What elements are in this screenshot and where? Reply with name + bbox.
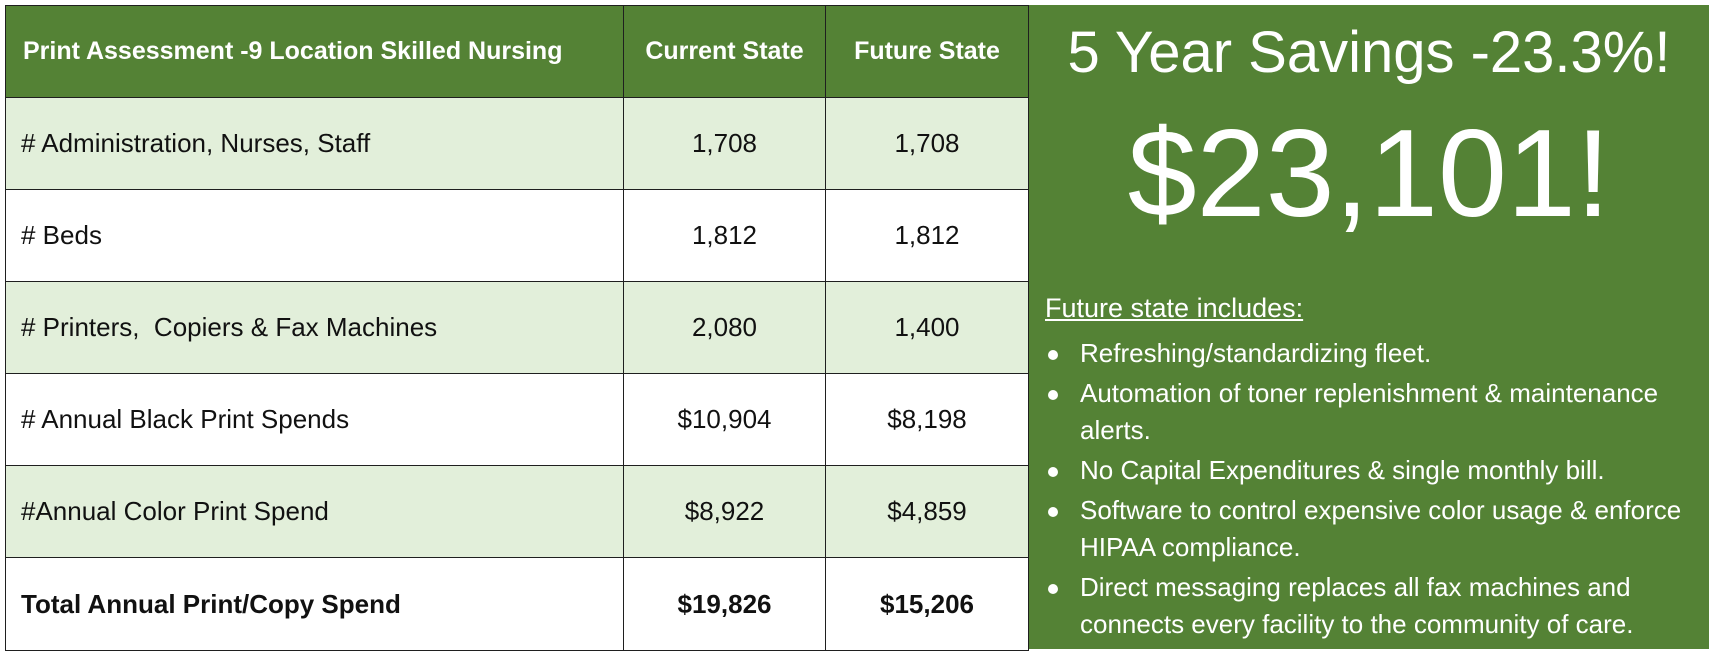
- includes-list: Refreshing/standardizing fleet. Automati…: [1045, 335, 1705, 646]
- header-current-state: Current State: [623, 5, 826, 98]
- list-item-text: Automation of toner replenishment & main…: [1080, 378, 1659, 445]
- future-value: 1,812: [825, 189, 1029, 282]
- table-row: # Beds 1,812 1,812: [5, 189, 1029, 282]
- table-row: # Printers, Copiers & Fax Machines 2,080…: [5, 281, 1029, 374]
- savings-title: 5 Year Savings -23.3%!: [1067, 20, 1671, 85]
- savings-amount: $23,101!: [1127, 105, 1611, 243]
- list-item: Automation of toner replenishment & main…: [1045, 375, 1705, 449]
- future-value: 1,400: [825, 281, 1029, 374]
- list-item: Direct messaging replaces all fax machin…: [1045, 569, 1705, 643]
- bullet-icon: [1048, 467, 1058, 477]
- row-label: # Administration, Nurses, Staff: [5, 97, 624, 190]
- table-row: #Annual Color Print Spend $8,922 $4,859: [5, 465, 1029, 558]
- current-value: $8,922: [623, 465, 826, 558]
- total-future-value: $15,206: [825, 557, 1029, 651]
- total-label: Total Annual Print/Copy Spend: [5, 557, 624, 651]
- table-header-row: Print Assessment -9 Location Skilled Nur…: [5, 5, 1029, 98]
- current-value: $10,904: [623, 373, 826, 466]
- list-item-text: Software to control expensive color usag…: [1080, 495, 1682, 562]
- current-value: 1,812: [623, 189, 826, 282]
- bullet-icon: [1048, 584, 1058, 594]
- bullet-icon: [1048, 390, 1058, 400]
- list-item-text: No Capital Expenditures & single monthly…: [1080, 455, 1605, 485]
- future-value: 1,708: [825, 97, 1029, 190]
- list-item-text: Direct messaging replaces all fax machin…: [1080, 572, 1634, 639]
- row-label: # Beds: [5, 189, 624, 282]
- list-item: Refreshing/standardizing fleet.: [1045, 335, 1705, 372]
- header-assessment: Print Assessment -9 Location Skilled Nur…: [5, 5, 624, 98]
- row-label: # Printers, Copiers & Fax Machines: [5, 281, 624, 374]
- header-future-state: Future State: [825, 5, 1029, 98]
- total-current-value: $19,826: [623, 557, 826, 651]
- table-total-row: Total Annual Print/Copy Spend $19,826 $1…: [5, 557, 1029, 651]
- table-row: # Annual Black Print Spends $10,904 $8,1…: [5, 373, 1029, 466]
- future-value: $8,198: [825, 373, 1029, 466]
- table-row: # Administration, Nurses, Staff 1,708 1,…: [5, 97, 1029, 190]
- print-assessment-table: Print Assessment -9 Location Skilled Nur…: [5, 5, 1029, 651]
- current-value: 1,708: [623, 97, 826, 190]
- current-value: 2,080: [623, 281, 826, 374]
- includes-heading: Future state includes:: [1045, 293, 1304, 323]
- list-item-text: Refreshing/standardizing fleet.: [1080, 338, 1432, 368]
- list-item: No Capital Expenditures & single monthly…: [1045, 452, 1705, 489]
- future-value: $4,859: [825, 465, 1029, 558]
- list-item: Software to control expensive color usag…: [1045, 492, 1705, 566]
- bullet-icon: [1048, 350, 1058, 360]
- row-label: #Annual Color Print Spend: [5, 465, 624, 558]
- print-assessment-table-container: Print Assessment -9 Location Skilled Nur…: [5, 5, 1029, 651]
- row-label: # Annual Black Print Spends: [5, 373, 624, 466]
- bullet-icon: [1048, 507, 1058, 517]
- savings-panel: 5 Year Savings -23.3%! $23,101! Future s…: [1029, 5, 1709, 649]
